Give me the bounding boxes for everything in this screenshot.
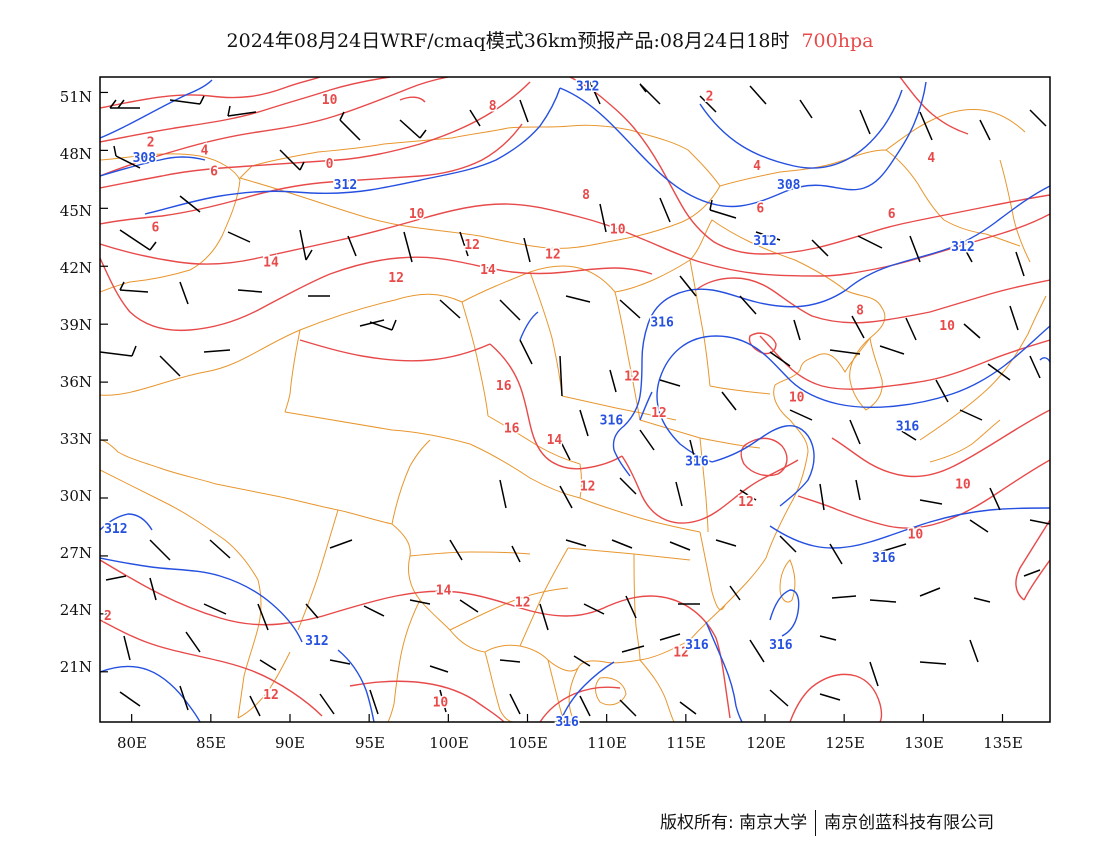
temperature-contour-label: 8: [856, 304, 864, 319]
plot-frame: [99, 76, 1051, 723]
lon-label: 80E: [117, 734, 147, 752]
height-contour-label: 316: [872, 551, 896, 566]
map-title: 2024年08月24日WRF/cmaq模式36km预报产品:08月24日18时 7…: [0, 26, 1100, 53]
height-contour-label: 316: [685, 638, 709, 653]
temperature-contour-label: 16: [496, 379, 512, 394]
temperature-contour-label: 4: [927, 151, 935, 166]
temperature-contours: [100, 77, 1050, 722]
height-contour-label: 312: [951, 240, 974, 255]
temperature-contour-label: 8: [489, 99, 497, 114]
lon-label: 100E: [429, 734, 469, 752]
height-contour-label: 316: [896, 420, 920, 435]
temperature-contour-label: 6: [152, 221, 160, 236]
height-contour-label: 308: [133, 151, 157, 166]
lon-label: 130E: [904, 734, 944, 752]
temperature-contour-label: 12: [464, 238, 480, 253]
temperature-contour-label: 16: [504, 421, 520, 436]
height-contour-label: 316: [685, 454, 709, 469]
temperature-contour-label: 6: [210, 165, 218, 180]
temperature-contour-label: 10: [409, 207, 425, 222]
height-contour-label: 316: [555, 715, 579, 730]
footer: 版权所有: 南京大学 南京创蓝科技有限公司: [660, 808, 994, 836]
temperature-contour-label: 10: [322, 93, 338, 108]
temperature-contour-label: 12: [738, 495, 754, 510]
height-contour-label: 312: [753, 234, 776, 249]
geographic-borders: [100, 109, 1047, 722]
temperature-contour-label: 10: [789, 391, 805, 406]
lat-label: 48N: [60, 145, 92, 163]
lon-label: 85E: [196, 734, 226, 752]
temperature-contour-label: 2: [104, 609, 112, 624]
temperature-contour-label: 0: [326, 157, 334, 172]
temperature-contour-label: 4: [201, 143, 209, 158]
lon-label: 90E: [275, 734, 305, 752]
latitude-labels: 51N 48N 45N 42N 39N 36N 33N 30N 27N 24N …: [60, 88, 92, 676]
height-contour-label: 316: [600, 414, 624, 429]
wind-barbs: [100, 81, 1050, 717]
temperature-contour-label: 14: [480, 263, 496, 278]
temperature-contour-label: 14: [436, 584, 452, 599]
temperature-contour-label: 8: [582, 188, 590, 203]
temperature-contour-label: 14: [547, 433, 563, 448]
lon-label: 120E: [746, 734, 786, 752]
temperature-contour-label: 10: [939, 319, 955, 334]
temperature-contour-label: 12: [263, 688, 279, 703]
longitude-labels: 80E 85E 90E 95E 100E 105E 110E 115E 120E…: [117, 734, 1023, 752]
temperature-contour-label: 12: [580, 479, 596, 494]
lon-label: 135E: [983, 734, 1023, 752]
lon-label: 105E: [508, 734, 548, 752]
title-main: 2024年08月24日WRF/cmaq模式36km预报产品:08月24日18时: [226, 30, 790, 52]
copyright-text: 版权所有: 南京大学: [660, 813, 808, 833]
footer-separator: [815, 810, 817, 836]
height-contour-label: 308: [777, 178, 801, 193]
temperature-contour-label: 12: [651, 406, 667, 421]
temperature-contour-label: 12: [388, 271, 404, 286]
lat-label: 27N: [60, 544, 92, 562]
company-name: 南京创蓝科技有限公司: [824, 813, 995, 833]
lat-label: 33N: [60, 430, 92, 448]
height-contour-label: 312: [334, 178, 357, 193]
temperature-contour-label: 6: [756, 201, 764, 216]
lon-label: 115E: [666, 734, 706, 752]
axis-ticks: [100, 91, 1004, 722]
temperature-contour-label: 12: [515, 595, 531, 610]
lat-label: 21N: [60, 658, 92, 676]
lat-label: 39N: [60, 316, 92, 334]
height-contour-label: 312: [576, 80, 599, 95]
height-contours: [100, 79, 1050, 722]
temperature-contour-label: 10: [610, 223, 626, 238]
title-level: 700hpa: [801, 30, 874, 52]
lat-label: 42N: [60, 259, 92, 277]
temperature-contour-label: 2: [706, 89, 714, 104]
temperature-contour-label: 4: [753, 159, 761, 174]
lon-label: 95E: [355, 734, 385, 752]
height-contour-label: 316: [650, 315, 674, 330]
lat-label: 45N: [60, 202, 92, 220]
temperature-contour-label: 10: [955, 477, 971, 492]
lat-label: 24N: [60, 601, 92, 619]
lat-label: 51N: [60, 88, 92, 106]
temperature-contour-label: 12: [624, 369, 640, 384]
temperature-contour-label: 2: [147, 136, 155, 151]
temperature-contour-label: 10: [433, 696, 449, 711]
lat-label: 36N: [60, 373, 92, 391]
height-contour-label: 316: [769, 638, 793, 653]
temperature-contour-label: 12: [673, 645, 689, 660]
temperature-contour-label: 12: [545, 248, 561, 263]
lat-label: 30N: [60, 487, 92, 505]
temperature-contour-label: 14: [263, 255, 279, 270]
temperature-contour-label: 10: [908, 528, 924, 543]
temperature-contour-label: 6: [888, 207, 896, 222]
lon-label: 110E: [587, 734, 627, 752]
height-contour-label: 312: [104, 522, 127, 537]
lon-label: 125E: [825, 734, 865, 752]
height-contour-label: 312: [305, 634, 328, 649]
